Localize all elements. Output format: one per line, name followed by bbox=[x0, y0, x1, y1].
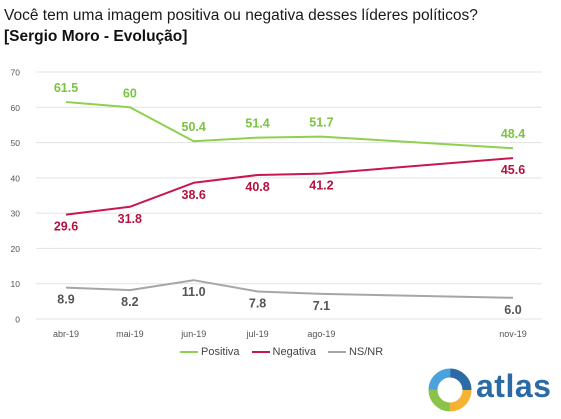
data-label: 60 bbox=[123, 86, 137, 100]
data-label: 8.9 bbox=[57, 293, 74, 307]
data-label: 8.2 bbox=[121, 295, 138, 309]
data-label: 6.0 bbox=[504, 303, 521, 317]
legend-label: NS/NR bbox=[348, 346, 384, 358]
legend-item-negativa: Negativa bbox=[251, 346, 316, 358]
y-tick-label: 70 bbox=[11, 68, 21, 78]
y-tick-label: 30 bbox=[11, 209, 21, 219]
legend-item-positiva: Positiva bbox=[180, 346, 240, 358]
series-line-negativa bbox=[65, 157, 514, 216]
legend-swatch bbox=[251, 351, 270, 353]
data-label: 50.4 bbox=[182, 120, 206, 134]
data-labels: 61.5 60 50.4 51.4 51.7 48.4 29.6 31.8 38.6 40.8 41… bbox=[54, 81, 525, 317]
y-axis-ticks: 0 10 20 30 40 50 60 70 bbox=[11, 68, 21, 325]
chart-legend: Positiva Negativa NS/NR bbox=[180, 343, 395, 361]
series-lines bbox=[65, 101, 514, 299]
x-tick-label: ago-19 bbox=[307, 329, 335, 339]
y-tick-label: 10 bbox=[11, 279, 21, 289]
logo-text: atlas bbox=[476, 368, 552, 404]
legend-item-ns-nr: NS/NR bbox=[327, 346, 384, 358]
y-tick-label: 60 bbox=[11, 103, 21, 113]
data-label: 61.5 bbox=[54, 81, 78, 95]
x-tick-label: jul-19 bbox=[246, 329, 269, 339]
chart-title: Você tem uma imagem positiva ou negativa… bbox=[4, 7, 478, 24]
data-label: 51.4 bbox=[245, 117, 269, 131]
series-line-ns-nr bbox=[65, 279, 514, 299]
legend-swatch bbox=[180, 351, 198, 353]
gridlines bbox=[36, 71, 542, 320]
data-label: 45.6 bbox=[501, 163, 525, 177]
x-axis-ticks: abr-19 mai-19 jun-19 jul-19 ago-19 nov-19 bbox=[53, 329, 527, 339]
y-tick-label: 50 bbox=[11, 138, 21, 148]
legend-label: Negativa bbox=[272, 346, 316, 358]
data-label: 41.2 bbox=[309, 179, 333, 193]
legend-label: Positiva bbox=[201, 346, 240, 358]
data-label: 7.1 bbox=[313, 299, 330, 313]
y-tick-label: 40 bbox=[11, 173, 21, 183]
data-label: 31.8 bbox=[118, 212, 142, 226]
x-tick-label: nov-19 bbox=[499, 329, 527, 339]
data-label: 48.4 bbox=[501, 127, 525, 141]
data-label: 7.8 bbox=[249, 296, 266, 310]
x-tick-label: mai-19 bbox=[116, 329, 144, 339]
atlas-logo: atlas bbox=[426, 366, 556, 414]
chart-subtitle: [Sergio Moro - Evolução] bbox=[4, 28, 188, 45]
x-tick-label: abr-19 bbox=[53, 329, 79, 339]
x-tick-label: jun-19 bbox=[180, 329, 206, 339]
y-tick-label: 20 bbox=[11, 244, 21, 254]
atlas-logo-mark-icon bbox=[428, 368, 472, 412]
series-line-positiva bbox=[65, 101, 514, 150]
data-label: 40.8 bbox=[245, 180, 269, 194]
legend-swatch bbox=[327, 351, 346, 353]
data-label: 11.0 bbox=[182, 285, 206, 299]
y-tick-label: 0 bbox=[15, 315, 20, 325]
data-label: 29.6 bbox=[54, 220, 78, 234]
data-label: 38.6 bbox=[182, 188, 206, 202]
data-label: 51.7 bbox=[309, 116, 333, 130]
